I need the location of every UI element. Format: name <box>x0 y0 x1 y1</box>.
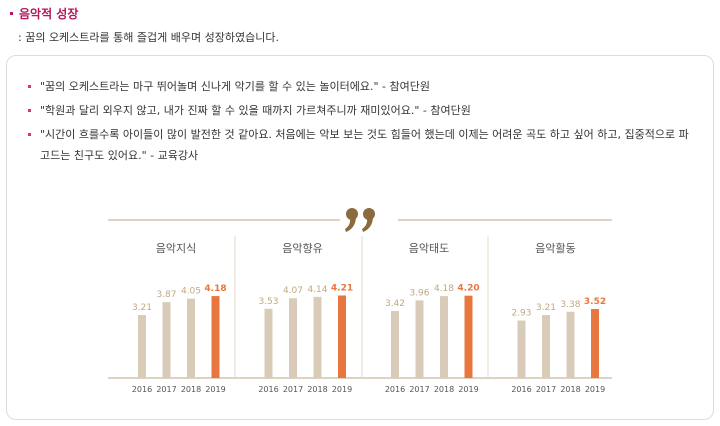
value-label: 4.18 <box>434 284 454 294</box>
bar <box>517 320 526 378</box>
quote: "학원과 달리 외우지 않고, 내가 진짜 할 수 있을 때까지 가르쳐주니까 … <box>28 100 698 121</box>
value-label: 4.18 <box>204 284 226 294</box>
x-tick-label: 2018 <box>307 385 327 394</box>
chart-title: 음악향유 <box>282 242 322 255</box>
value-label: 3.21 <box>132 303 152 313</box>
x-tick-label: 2017 <box>283 385 303 394</box>
quote-list: "꿈의 오케스트라는 마구 뛰어놀며 신나게 악기를 할 수 있는 놀이터에요.… <box>28 76 698 169</box>
bar <box>289 298 297 378</box>
bar <box>138 315 146 378</box>
value-label: 3.53 <box>258 297 278 307</box>
section-subtitle: : 꿈의 오케스트라를 통해 즐겁게 배우며 성장하였습니다. <box>18 31 279 44</box>
bar <box>264 308 273 378</box>
x-tick-label: 2019 <box>205 385 225 394</box>
value-label: 3.52 <box>584 297 606 307</box>
value-label: 4.14 <box>307 285 327 295</box>
value-label: 3.21 <box>536 303 556 313</box>
x-tick-label: 2019 <box>332 385 352 394</box>
bar <box>542 315 550 378</box>
bar <box>440 296 448 378</box>
bar <box>187 298 195 378</box>
x-tick-label: 2018 <box>181 385 201 394</box>
x-tick-label: 2018 <box>434 385 454 394</box>
bar <box>464 295 473 378</box>
value-label: 4.05 <box>181 287 201 297</box>
x-tick-label: 2016 <box>511 385 531 394</box>
bar <box>338 295 346 378</box>
content-box <box>6 55 714 420</box>
bar <box>211 296 220 378</box>
x-tick-label: 2019 <box>458 385 478 394</box>
x-tick-label: 2018 <box>560 385 580 394</box>
section-title: 음악적 성장 <box>10 5 78 22</box>
x-tick-label: 2016 <box>132 385 152 394</box>
value-label: 3.87 <box>156 290 176 300</box>
x-tick-label: 2017 <box>536 385 556 394</box>
value-label: 3.42 <box>385 299 405 309</box>
x-tick-label: 2017 <box>409 385 429 394</box>
value-label: 4.07 <box>283 286 303 296</box>
x-tick-label: 2016 <box>385 385 405 394</box>
bar <box>591 309 599 378</box>
chart-title: 음악태도 <box>409 242 449 255</box>
bar <box>566 311 575 378</box>
chart-title: 음악지식 <box>156 242 196 255</box>
value-label: 4.21 <box>331 283 353 293</box>
bar <box>415 300 424 378</box>
value-label: 2.93 <box>511 309 531 319</box>
bar <box>313 296 322 378</box>
quote: "꿈의 오케스트라는 마구 뛰어놀며 신나게 악기를 할 수 있는 놀이터에요.… <box>28 76 698 97</box>
value-label: 3.38 <box>560 300 580 310</box>
value-label: 3.96 <box>409 288 429 298</box>
quote: "시간이 흐를수록 아이들이 많이 발전한 것 같아요. 처음에는 악보 보는 … <box>28 124 698 166</box>
value-label: 4.20 <box>457 284 479 294</box>
chart-title: 음악활동 <box>535 241 575 255</box>
quote-icon <box>345 208 375 232</box>
x-tick-label: 2019 <box>585 385 605 394</box>
bar <box>162 302 171 378</box>
x-tick-label: 2016 <box>258 385 278 394</box>
x-tick-label: 2017 <box>156 385 176 394</box>
bar <box>391 310 399 378</box>
